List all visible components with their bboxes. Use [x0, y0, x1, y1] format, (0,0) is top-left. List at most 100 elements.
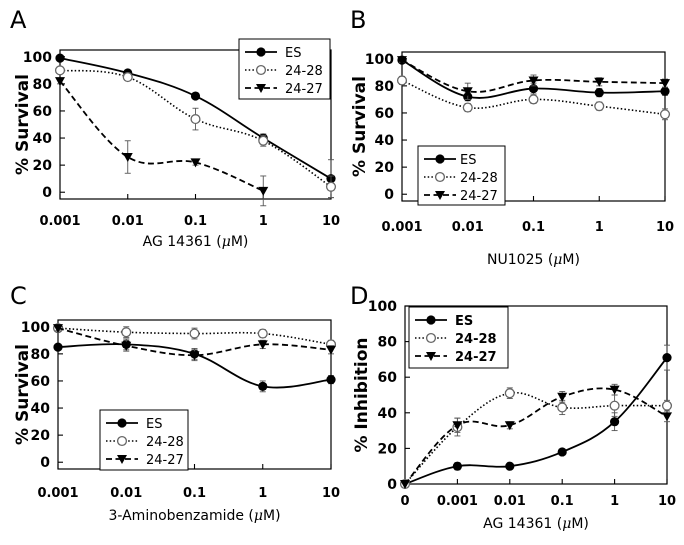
y-axis-label: % Survival [13, 74, 33, 175]
y-axis-label: % Survival [13, 344, 33, 445]
x-tick-label: 0.01 [110, 486, 142, 501]
legend-label: ES [285, 46, 301, 61]
data-point [53, 324, 63, 334]
data-point [594, 77, 605, 87]
data-point [190, 91, 201, 101]
data-point [557, 402, 568, 413]
x-axis-label: AG 14361 (μM) [143, 234, 249, 250]
x-tick-label: 0.1 [551, 494, 574, 509]
data-point [400, 480, 410, 489]
y-tick-label: 40 [33, 131, 53, 147]
x-tick-label: 1 [595, 220, 604, 235]
data-point [452, 461, 462, 471]
data-point [557, 447, 567, 457]
data-point [190, 158, 201, 168]
legend-marker [426, 315, 436, 325]
y-tick-label: 0 [40, 455, 50, 471]
x-tick-label: 0.001 [437, 494, 478, 509]
legend-marker [117, 455, 127, 464]
y-tick-label: 80 [378, 335, 398, 351]
x-tick-label: 1 [610, 494, 619, 509]
data-point [504, 421, 515, 431]
y-tick-label: 60 [378, 370, 398, 386]
series-24-27 [55, 77, 269, 207]
x-tick-label: 10 [322, 486, 340, 501]
y-tick-label: 20 [33, 158, 53, 174]
legend-box [417, 145, 506, 206]
legend-marker [425, 332, 437, 344]
x-tick-label: 0 [400, 494, 409, 509]
y-tick-label: 100 [365, 52, 394, 68]
data-point [557, 392, 568, 402]
legend-marker [426, 352, 436, 361]
panel-letter: B [350, 6, 366, 34]
data-point [462, 102, 473, 113]
legend-label: 24-28 [285, 64, 323, 79]
x-tick-label: 10 [656, 220, 674, 235]
y-tick-label: 20 [31, 428, 51, 444]
y-axis-label: % Survival [350, 76, 370, 177]
data-point [257, 340, 268, 350]
data-point [55, 77, 65, 87]
x-axis-label: 3-Aminobenzamide (μM) [108, 508, 280, 524]
data-point [504, 388, 515, 399]
x-tick-label: 0.001 [381, 220, 422, 235]
x-tick-label: 0.001 [37, 486, 78, 501]
x-tick-label: 0.1 [183, 486, 206, 501]
x-tick-label: 0.01 [112, 214, 144, 229]
data-point [257, 328, 268, 339]
series-line [59, 80, 264, 192]
legend-marker [435, 154, 445, 164]
data-point [258, 186, 269, 196]
legend-box [408, 306, 509, 369]
data-point [190, 114, 201, 125]
data-point [610, 417, 620, 427]
data-point [609, 400, 620, 411]
legend-label: 24-27 [146, 453, 184, 468]
data-point [528, 94, 539, 105]
panel-b: B 0 20 40 60 80 100 0.001 0.01 0.1 1 10 % Survival NU… [350, 6, 674, 268]
y-tick-label: 60 [33, 104, 53, 120]
data-point [660, 86, 670, 96]
data-point [662, 412, 672, 422]
panel-letter: A [10, 6, 27, 34]
data-point [609, 385, 620, 395]
y-tick-label: 60 [31, 374, 51, 390]
data-point [121, 341, 132, 351]
y-tick-label: 40 [375, 133, 395, 149]
data-point [326, 375, 336, 385]
series-24-28 [54, 65, 337, 199]
series-24-27 [53, 324, 336, 362]
y-tick-label: 20 [375, 160, 395, 176]
legend: ES 24-28 24-27 [99, 409, 189, 471]
data-point [462, 87, 473, 97]
legend-label: ES [460, 153, 476, 168]
y-tick-label: 40 [378, 406, 398, 422]
data-point [452, 421, 463, 431]
data-point [659, 109, 671, 120]
panel-d: D 0 20 40 60 80 100 0 0.001 0.01 0.1 1 10 % Inhibitio… [350, 282, 676, 532]
data-point [189, 328, 200, 339]
legend-label: 24-27 [455, 350, 497, 365]
y-tick-label: 80 [31, 347, 51, 363]
data-point [122, 72, 133, 83]
panel-c: C 0 20 40 60 80 100 0.001 0.01 0.1 1 10 % Survival 3-… [10, 282, 340, 524]
data-point [53, 342, 63, 352]
y-tick-label: 60 [375, 106, 395, 122]
series-24-27 [397, 56, 670, 100]
series-24-27 [400, 383, 672, 489]
data-point [662, 353, 672, 363]
data-point [55, 53, 65, 63]
legend-marker [256, 47, 266, 57]
series-ES [53, 338, 336, 393]
x-axis-label: AG 14361 (μM) [483, 516, 589, 532]
data-point [258, 135, 269, 146]
data-point [661, 400, 673, 411]
plot-frame [57, 319, 332, 470]
data-point [326, 345, 336, 355]
y-tick-label: 100 [23, 50, 52, 66]
data-point [594, 88, 604, 98]
series-line [404, 357, 668, 485]
x-tick-label: 0.1 [522, 220, 545, 235]
